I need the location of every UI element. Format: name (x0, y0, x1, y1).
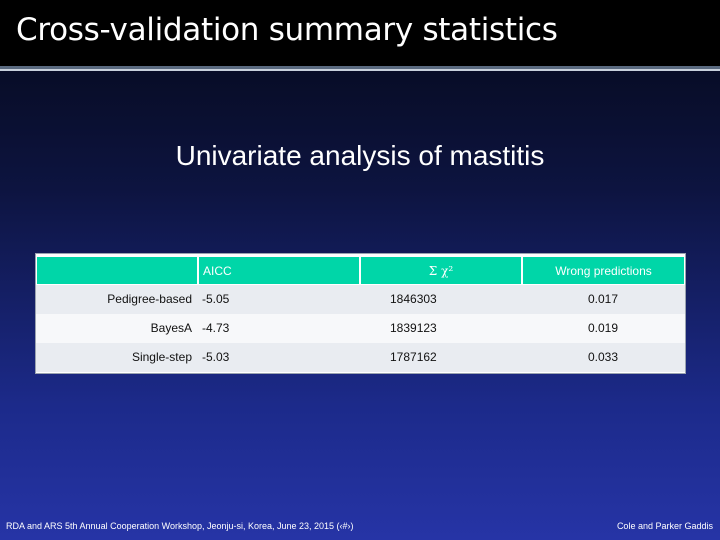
table-header-chi-square: Σ χ² (360, 256, 522, 285)
footer-authors: Cole and Parker Gaddis (616, 521, 713, 531)
table-cell-aicc: -5.05 (198, 285, 360, 314)
title-divider-dark (0, 66, 720, 69)
table-cell-wrong-predictions: 0.017 (522, 285, 685, 314)
slide-subtitle: Univariate analysis of mastitis (175, 140, 545, 171)
slide-title: Cross-validation summary statistics (16, 12, 558, 48)
table-header-blank (36, 256, 198, 285)
table-cell-wrong-predictions: 0.033 (522, 343, 685, 372)
table-header-wrong-predictions: Wrong predictions (522, 256, 685, 285)
title-divider-light (0, 69, 720, 71)
table-row-label: BayesA (36, 314, 198, 343)
table-cell-aicc: -5.03 (198, 343, 360, 372)
table-cell-chi-square: 1846303 (360, 285, 522, 314)
table-cell-aicc: -4.73 (198, 314, 360, 343)
table-header-aicc: AICC (198, 256, 360, 285)
table-row-label: Single-step (36, 343, 198, 372)
results-table: AICC Σ χ² Wrong predictions Pedigree-bas… (35, 253, 686, 374)
footer-event-info: RDA and ARS 5th Annual Cooperation Works… (6, 521, 354, 531)
table-cell-chi-square: 1839123 (360, 314, 522, 343)
table-cell-chi-square: 1787162 (360, 343, 522, 372)
title-bar: Cross-validation summary statistics (0, 0, 720, 66)
table-row-label: Pedigree-based (36, 285, 198, 314)
table-cell-wrong-predictions: 0.019 (522, 314, 685, 343)
